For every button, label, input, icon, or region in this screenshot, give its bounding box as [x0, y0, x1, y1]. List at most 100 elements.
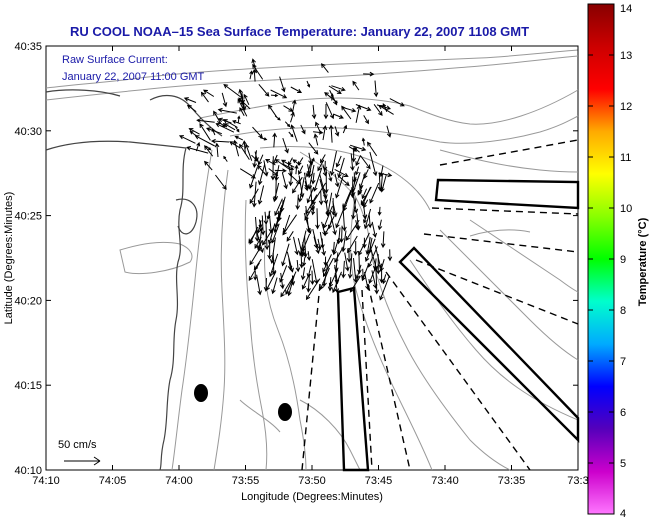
- contour-line: [439, 149, 579, 173]
- region-box: [398, 246, 580, 443]
- current-vector: [272, 182, 280, 203]
- contour-line: [469, 219, 579, 293]
- current-vector: [309, 270, 315, 286]
- current-vector: [281, 172, 288, 190]
- current-vector: [349, 144, 367, 152]
- current-vector: [300, 267, 306, 281]
- current-vector: [204, 160, 213, 171]
- current-vector: [272, 132, 277, 148]
- current-vector: [344, 252, 350, 272]
- current-vector: [206, 127, 222, 135]
- scale-arrow: [64, 456, 101, 466]
- current-vector: [325, 192, 333, 217]
- current-vector: [260, 215, 266, 236]
- current-vector: [322, 125, 328, 141]
- current-vector: [270, 89, 288, 99]
- current-vector: [325, 102, 335, 120]
- current-vector: [362, 237, 367, 249]
- current-vector: [280, 159, 295, 168]
- current-vector: [252, 68, 257, 82]
- current-vector: [311, 104, 317, 120]
- current-vector: [311, 206, 316, 216]
- inset-label-1: Raw Surface Current:: [62, 54, 168, 66]
- current-vector: [317, 159, 325, 172]
- current-vector: [327, 219, 333, 230]
- current-vector: [295, 259, 301, 273]
- current-vector: [290, 111, 295, 123]
- current-vector: [279, 272, 285, 290]
- current-vector: [259, 137, 268, 141]
- current-vector: [379, 173, 384, 192]
- current-vector: [335, 208, 345, 229]
- current-vector: [361, 188, 368, 200]
- radial-line: [415, 259, 579, 325]
- current-vector: [319, 174, 328, 200]
- current-vector: [264, 224, 270, 251]
- current-vector: [303, 172, 309, 190]
- x-tick-label: 73:45: [365, 475, 393, 487]
- current-vector: [267, 239, 273, 260]
- current-vector: [294, 164, 299, 175]
- current-vector: [254, 151, 259, 162]
- current-vector: [268, 104, 278, 118]
- current-vector: [305, 161, 312, 178]
- current-vector: [310, 172, 316, 185]
- current-vector: [323, 257, 334, 278]
- current-vector: [298, 165, 304, 176]
- current-vector: [332, 237, 340, 256]
- figure-title: RU COOL NOAA–15 Sea Surface Temperature:…: [70, 24, 529, 39]
- current-vector: [313, 130, 324, 135]
- radial-line: [361, 289, 373, 471]
- current-vector: [327, 277, 333, 292]
- current-vector: [369, 151, 378, 177]
- current-vector: [317, 238, 322, 251]
- current-vector: [341, 105, 352, 120]
- current-vector: [328, 85, 342, 94]
- current-vector: [345, 219, 360, 241]
- current-vector: [369, 182, 380, 204]
- current-vector: [354, 166, 360, 176]
- current-vector: [290, 86, 303, 93]
- current-vector: [215, 123, 235, 133]
- current-vector: [213, 110, 222, 125]
- region-boxes: [336, 178, 580, 472]
- current-vector: [379, 275, 390, 301]
- current-vector: [322, 160, 328, 172]
- current-vector: [355, 155, 361, 167]
- current-vector: [239, 143, 250, 160]
- current-vector: [298, 175, 305, 199]
- current-vector: [367, 237, 373, 255]
- current-vector: [256, 220, 262, 235]
- current-vector: [355, 104, 372, 112]
- current-vector: [312, 228, 321, 255]
- current-vector: [339, 225, 344, 244]
- current-vector: [308, 142, 319, 155]
- current-vector: [243, 93, 250, 106]
- current-vector: [196, 118, 215, 123]
- current-vector: [334, 252, 339, 272]
- current-vector: [300, 124, 306, 135]
- colorbar: 14 13 12 11 10 9 8 7 6 5 4 Temperature (°C): [587, 3, 649, 519]
- current-vector: [238, 97, 251, 110]
- current-vector: [332, 201, 338, 218]
- radial-line: [367, 283, 411, 471]
- current-vector: [363, 208, 372, 230]
- current-vector: [303, 235, 308, 259]
- current-vector: [223, 123, 236, 131]
- current-vector: [292, 176, 303, 194]
- current-vector: [183, 97, 197, 103]
- raritan-shore: [45, 140, 187, 151]
- current-vector: [330, 93, 334, 101]
- current-vector: [367, 213, 373, 229]
- current-vector: [204, 145, 214, 157]
- current-vector: [199, 123, 211, 141]
- current-vector: [353, 241, 359, 256]
- current-vector: [249, 167, 258, 189]
- current-vector: [360, 268, 366, 280]
- current-vector: [338, 175, 350, 187]
- current-vector: [363, 115, 369, 125]
- current-vector: [249, 70, 254, 80]
- current-vector: [268, 253, 279, 278]
- current-vector: [379, 165, 384, 178]
- colorbar-tick-label: 10: [620, 203, 632, 215]
